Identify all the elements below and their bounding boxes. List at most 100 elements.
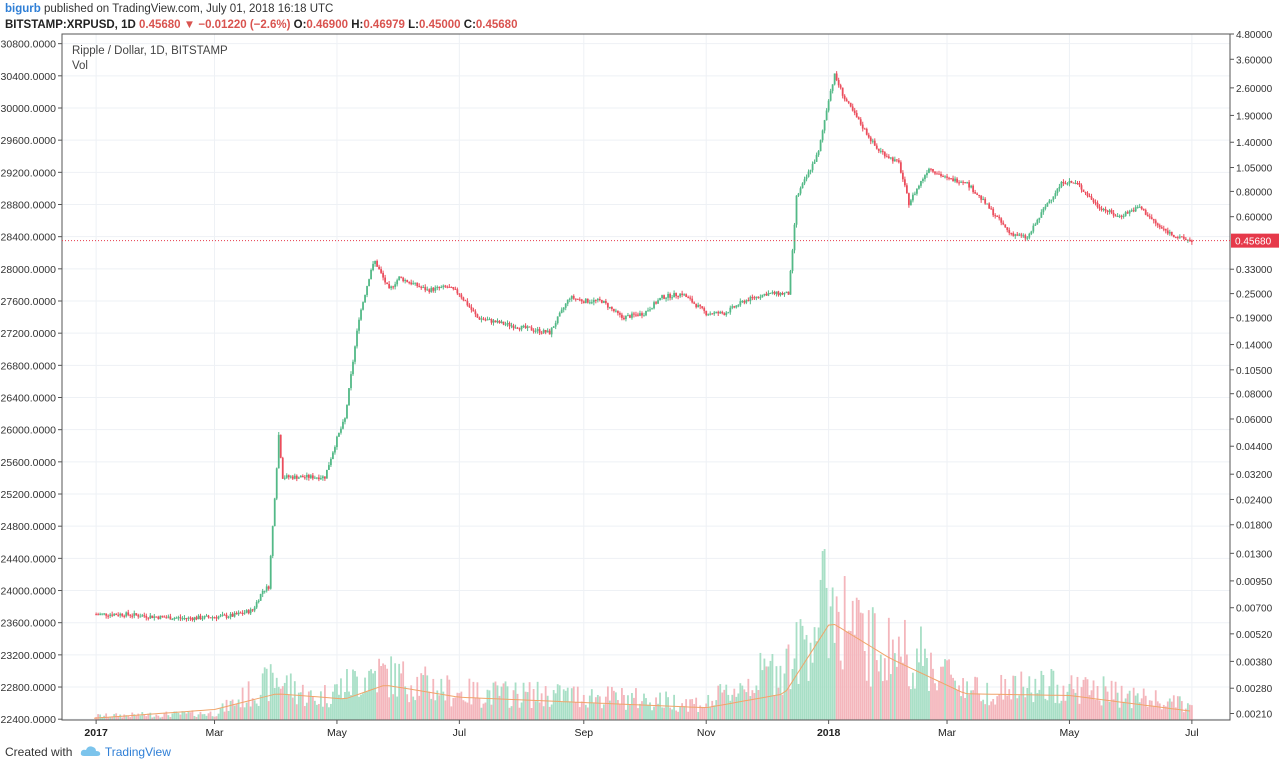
volume-bar [891, 639, 894, 720]
high-value: 0.46979 [363, 19, 405, 31]
volume-bar [488, 690, 491, 720]
tradingview-link[interactable]: TradingView [104, 745, 171, 759]
candle [309, 474, 312, 480]
volume-bar [629, 704, 631, 720]
candle [1070, 180, 1073, 184]
candle [131, 613, 134, 619]
candle [685, 293, 688, 298]
candle [480, 315, 483, 323]
volume-bar [735, 696, 738, 720]
candle [747, 297, 750, 302]
candle [340, 426, 342, 435]
candle [1160, 225, 1163, 229]
volume-bar [259, 694, 262, 720]
volume-bar [514, 682, 517, 720]
volume-bar [326, 703, 328, 720]
volume-bar [410, 685, 413, 720]
volume-bar [384, 664, 387, 720]
candle [857, 116, 860, 120]
volume-bar [833, 642, 836, 720]
candle [247, 609, 250, 615]
candle [95, 612, 98, 616]
candle [460, 292, 463, 300]
candle [873, 138, 876, 147]
candle [494, 320, 497, 323]
candle [496, 318, 499, 324]
candle [1168, 229, 1171, 236]
time-axis[interactable]: 2017 Mar May Jul Sep Nov 2018 Mar May Jul [84, 720, 1199, 739]
volume-bar [1136, 693, 1139, 720]
volume-bar [916, 648, 918, 720]
candle [777, 290, 780, 297]
right-price-axis[interactable]: 4.80000 3.60000 2.60000 1.90000 1.40000 1.050… [1230, 30, 1273, 720]
volume-bar [540, 693, 543, 720]
candle [1084, 191, 1087, 196]
volume-bar [1028, 676, 1031, 720]
candle [532, 328, 535, 334]
candle [358, 317, 360, 334]
left-price-axis[interactable]: 30800.0000 30400.0000 30000.0000 29600.0000… [1, 39, 62, 727]
candle [958, 180, 960, 186]
symbol-label: BITSTAMP:XRPUSD, 1D [5, 19, 136, 31]
candle [394, 281, 397, 290]
candle [683, 293, 686, 297]
candle [526, 325, 529, 332]
candle [908, 192, 910, 208]
volume-bar [422, 675, 425, 720]
volume-bar [390, 656, 393, 720]
volume-bar [538, 702, 541, 720]
candle [653, 300, 655, 310]
volume-bar [291, 697, 294, 720]
candle [1176, 235, 1179, 240]
candle [1086, 191, 1089, 198]
candle [849, 102, 852, 108]
volume-bar [510, 706, 513, 720]
volume-bar [566, 687, 569, 720]
candle [143, 612, 146, 618]
candle [970, 184, 973, 189]
right-tick-label: 0.60000 [1236, 213, 1273, 224]
volume-bar [905, 654, 908, 720]
candle [912, 192, 914, 203]
volume-bar [1188, 704, 1191, 720]
candle [948, 176, 950, 181]
candle [715, 311, 718, 314]
candle [315, 477, 318, 480]
volume-bar [1140, 698, 1143, 720]
volume-bar [498, 695, 501, 720]
volume-bar [516, 693, 519, 720]
volume-bar [709, 707, 712, 720]
volume-bar [480, 707, 483, 720]
volume-bar [1016, 698, 1019, 720]
candle [307, 473, 310, 481]
candle [1040, 209, 1043, 218]
left-tick-label: 24800.0000 [1, 521, 57, 533]
candle [1188, 237, 1191, 242]
volume-bar [761, 670, 764, 720]
publisher-link[interactable]: bigurb [5, 3, 41, 15]
candle [879, 147, 882, 154]
volume-bar [468, 678, 471, 720]
candle [743, 299, 746, 305]
volume-bar [139, 715, 142, 720]
candle [466, 298, 469, 307]
volume-bar [1126, 693, 1129, 720]
volume-bar [1076, 676, 1079, 720]
volume-bar [982, 699, 985, 720]
candle [918, 184, 920, 190]
volume-bar [444, 700, 447, 720]
candle [600, 299, 603, 304]
volume-bar [653, 706, 655, 720]
candle [446, 285, 449, 289]
candle [145, 613, 148, 621]
candle [149, 612, 152, 619]
volume-bar [889, 674, 892, 720]
volume-bar [835, 596, 838, 720]
candle [928, 167, 930, 174]
candle [1150, 214, 1153, 220]
volume-bar [897, 636, 900, 720]
volume-bar [530, 708, 533, 720]
volume-bar [522, 682, 525, 720]
candle [1162, 225, 1165, 232]
